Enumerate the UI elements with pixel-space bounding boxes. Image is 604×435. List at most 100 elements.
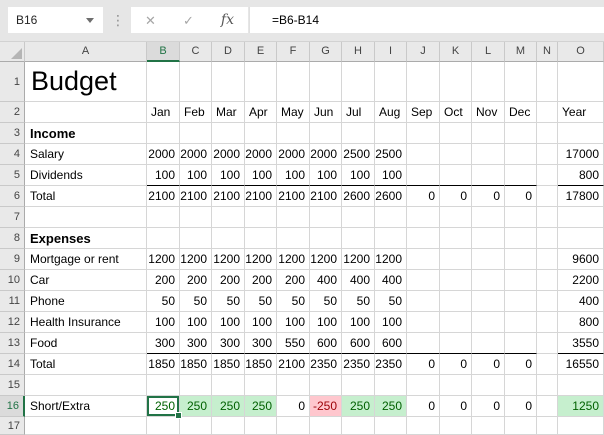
cell-C4[interactable]: 2000: [180, 144, 212, 165]
cell-N8[interactable]: [537, 228, 558, 249]
cell-I11[interactable]: 50: [375, 291, 407, 312]
row-header-10[interactable]: 10: [0, 270, 25, 291]
cell-K15[interactable]: [440, 375, 472, 396]
cell-M12[interactable]: [505, 312, 537, 333]
row-header-14[interactable]: 14: [0, 354, 25, 375]
cell-C15[interactable]: [180, 375, 212, 396]
cell-F5[interactable]: 100: [277, 165, 310, 186]
row-header-4[interactable]: 4: [0, 144, 25, 165]
cell-C12[interactable]: 100: [180, 312, 212, 333]
column-header-G[interactable]: G: [310, 42, 342, 62]
cell-E2[interactable]: Apr: [245, 102, 277, 123]
cell-B11[interactable]: 50: [147, 291, 180, 312]
cell-D5[interactable]: 100: [212, 165, 245, 186]
cell-J7[interactable]: [407, 207, 440, 228]
cell-E8[interactable]: [245, 228, 277, 249]
cell-I2[interactable]: Aug: [375, 102, 407, 123]
cell-A13[interactable]: Food: [25, 333, 147, 354]
column-header-C[interactable]: C: [180, 42, 212, 62]
cell-N11[interactable]: [537, 291, 558, 312]
cell-A6[interactable]: Total: [25, 186, 147, 207]
cell-A14[interactable]: Total: [25, 354, 147, 375]
name-box[interactable]: B16: [8, 7, 103, 33]
cell-A5[interactable]: Dividends: [25, 165, 147, 186]
cell-J13[interactable]: [407, 333, 440, 354]
cell-O16[interactable]: 1250: [558, 396, 604, 417]
cell-G3[interactable]: [310, 123, 342, 144]
cell-N12[interactable]: [537, 312, 558, 333]
cell-A17[interactable]: [25, 417, 147, 435]
cell-I1[interactable]: [375, 62, 407, 102]
cell-C8[interactable]: [180, 228, 212, 249]
cell-F7[interactable]: [277, 207, 310, 228]
cell-D6[interactable]: 2100: [212, 186, 245, 207]
cell-E13[interactable]: 300: [245, 333, 277, 354]
cell-O10[interactable]: 2200: [558, 270, 604, 291]
cell-F12[interactable]: 100: [277, 312, 310, 333]
column-header-B[interactable]: B: [147, 42, 180, 62]
cell-I17[interactable]: [375, 417, 407, 435]
row-header-6[interactable]: 6: [0, 186, 25, 207]
cell-C14[interactable]: 1850: [180, 354, 212, 375]
cell-E4[interactable]: 2000: [245, 144, 277, 165]
cell-D4[interactable]: 2000: [212, 144, 245, 165]
cell-G14[interactable]: 2350: [310, 354, 342, 375]
cell-G11[interactable]: 50: [310, 291, 342, 312]
cell-G13[interactable]: 600: [310, 333, 342, 354]
cell-F3[interactable]: [277, 123, 310, 144]
column-header-N[interactable]: N: [537, 42, 558, 62]
cell-G17[interactable]: [310, 417, 342, 435]
cell-G15[interactable]: [310, 375, 342, 396]
cell-B2[interactable]: Jan: [147, 102, 180, 123]
cell-J8[interactable]: [407, 228, 440, 249]
cell-N1[interactable]: [537, 62, 558, 102]
cell-F17[interactable]: [277, 417, 310, 435]
cell-C11[interactable]: 50: [180, 291, 212, 312]
cell-M14[interactable]: 0: [505, 354, 537, 375]
cell-G9[interactable]: 1200: [310, 249, 342, 270]
cell-A12[interactable]: Health Insurance: [25, 312, 147, 333]
column-header-J[interactable]: J: [407, 42, 440, 62]
row-header-17[interactable]: 17: [0, 417, 25, 435]
row-header-5[interactable]: 5: [0, 165, 25, 186]
cell-L8[interactable]: [472, 228, 505, 249]
cell-K1[interactable]: [440, 62, 472, 102]
cell-O7[interactable]: [558, 207, 604, 228]
insert-function-icon[interactable]: fx: [220, 12, 234, 28]
cell-H8[interactable]: [342, 228, 375, 249]
cell-D11[interactable]: 50: [212, 291, 245, 312]
cell-E7[interactable]: [245, 207, 277, 228]
cell-E3[interactable]: [245, 123, 277, 144]
cell-C10[interactable]: 200: [180, 270, 212, 291]
cell-J11[interactable]: [407, 291, 440, 312]
cell-E15[interactable]: [245, 375, 277, 396]
cell-B14[interactable]: 1850: [147, 354, 180, 375]
cell-I13[interactable]: 600: [375, 333, 407, 354]
cell-E14[interactable]: 1850: [245, 354, 277, 375]
cell-J4[interactable]: [407, 144, 440, 165]
cell-G5[interactable]: 100: [310, 165, 342, 186]
cell-K12[interactable]: [440, 312, 472, 333]
cell-A3[interactable]: Income: [25, 123, 147, 144]
cell-B6[interactable]: 2100: [147, 186, 180, 207]
cell-M11[interactable]: [505, 291, 537, 312]
row-header-3[interactable]: 3: [0, 123, 25, 144]
cell-K7[interactable]: [440, 207, 472, 228]
cell-L6[interactable]: 0: [472, 186, 505, 207]
cell-O4[interactable]: 17000: [558, 144, 604, 165]
cell-I10[interactable]: 400: [375, 270, 407, 291]
column-header-D[interactable]: D: [212, 42, 245, 62]
cell-N9[interactable]: [537, 249, 558, 270]
cell-H16[interactable]: 250: [342, 396, 375, 417]
cell-G6[interactable]: 2100: [310, 186, 342, 207]
cell-H3[interactable]: [342, 123, 375, 144]
cell-M1[interactable]: [505, 62, 537, 102]
cell-A7[interactable]: [25, 207, 147, 228]
cell-A4[interactable]: Salary: [25, 144, 147, 165]
cell-K10[interactable]: [440, 270, 472, 291]
cell-E11[interactable]: 50: [245, 291, 277, 312]
cell-J10[interactable]: [407, 270, 440, 291]
cell-J12[interactable]: [407, 312, 440, 333]
cell-I16[interactable]: 250: [375, 396, 407, 417]
cell-E17[interactable]: [245, 417, 277, 435]
